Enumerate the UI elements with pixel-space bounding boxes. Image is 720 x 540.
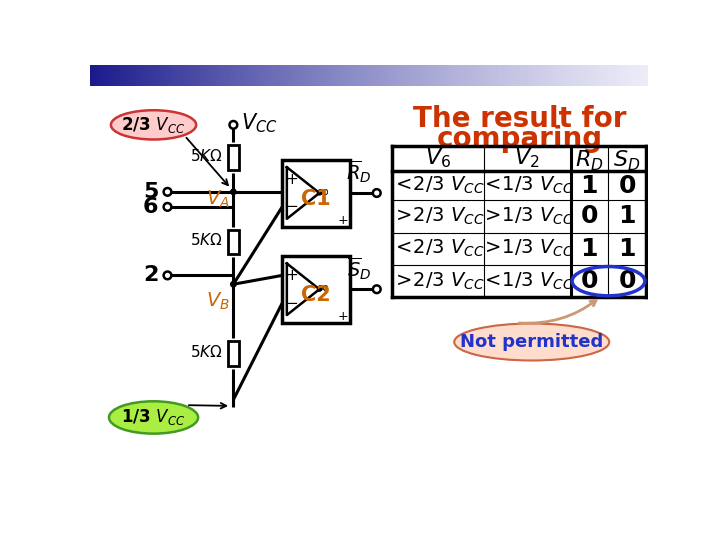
Text: 6: 6: [143, 197, 158, 217]
Text: 2: 2: [143, 265, 158, 286]
Text: $<\!2/3\ V_{CC}$: $<\!2/3\ V_{CC}$: [392, 175, 485, 197]
Bar: [228, 145, 239, 170]
Text: $5K\Omega$: $5K\Omega$: [189, 147, 222, 164]
Text: $\mathbf{1}$: $\mathbf{1}$: [618, 237, 636, 261]
Text: C2: C2: [301, 286, 330, 306]
Text: −: −: [285, 295, 298, 310]
Text: +: +: [285, 172, 298, 187]
Circle shape: [230, 189, 236, 194]
Text: 1/3 $V_{CC}$: 1/3 $V_{CC}$: [121, 408, 186, 428]
Text: $<\!1/3\ V_{CC}$: $<\!1/3\ V_{CC}$: [481, 175, 574, 197]
Circle shape: [230, 281, 236, 287]
Circle shape: [373, 286, 381, 293]
Text: C1: C1: [301, 189, 330, 209]
Text: +: +: [338, 310, 348, 323]
Text: $\overline{R}_D$: $\overline{R}_D$: [575, 144, 603, 173]
Ellipse shape: [109, 401, 198, 434]
Text: $>\!1/3\ V_{CC}$: $>\!1/3\ V_{CC}$: [481, 238, 574, 260]
Text: $\mathbf{0}$: $\mathbf{0}$: [618, 269, 636, 293]
Ellipse shape: [111, 110, 196, 139]
Circle shape: [163, 188, 171, 195]
Text: $V_6$: $V_6$: [425, 146, 451, 170]
Text: +: +: [285, 268, 298, 283]
Ellipse shape: [454, 323, 609, 361]
Text: $\overline{S}_D$: $\overline{S}_D$: [347, 255, 371, 281]
Text: +: +: [338, 214, 348, 227]
Circle shape: [163, 272, 171, 279]
Text: $\overline{S}_D$: $\overline{S}_D$: [613, 144, 641, 173]
Bar: [282, 159, 350, 226]
Text: 5: 5: [143, 182, 158, 202]
Circle shape: [163, 203, 171, 211]
Text: $5K\Omega$: $5K\Omega$: [189, 344, 222, 360]
Circle shape: [373, 189, 381, 197]
Text: $>\!2/3\ V_{CC}$: $>\!2/3\ V_{CC}$: [392, 206, 485, 227]
Text: $\infty$: $\infty$: [315, 278, 330, 296]
Text: $\mathbf{0}$: $\mathbf{0}$: [618, 174, 636, 198]
Text: $V_{CC}$: $V_{CC}$: [241, 112, 278, 135]
Text: $\mathbf{1}$: $\mathbf{1}$: [580, 174, 598, 198]
Text: $V_B$: $V_B$: [206, 291, 230, 312]
Circle shape: [318, 191, 321, 195]
Text: 2/3 $V_{CC}$: 2/3 $V_{CC}$: [121, 115, 186, 135]
Text: −: −: [285, 199, 298, 214]
Text: $\mathbf{0}$: $\mathbf{0}$: [580, 205, 598, 228]
Circle shape: [318, 287, 321, 291]
Text: $V_A$: $V_A$: [206, 188, 230, 210]
Bar: [228, 230, 239, 254]
Text: $\infty$: $\infty$: [315, 181, 330, 200]
Text: $V_2$: $V_2$: [514, 146, 540, 170]
Text: Not permitted: Not permitted: [460, 333, 603, 351]
Text: $\mathbf{0}$: $\mathbf{0}$: [580, 269, 598, 293]
Text: $\mathbf{1}$: $\mathbf{1}$: [580, 237, 598, 261]
Text: $>\!2/3\ V_{CC}$: $>\!2/3\ V_{CC}$: [392, 271, 485, 292]
Circle shape: [230, 121, 238, 129]
Text: $<\!2/3\ V_{CC}$: $<\!2/3\ V_{CC}$: [392, 238, 485, 260]
Text: $\mathbf{1}$: $\mathbf{1}$: [618, 205, 636, 228]
Text: $\overline{R}_D$: $\overline{R}_D$: [346, 159, 372, 185]
Text: The result for: The result for: [413, 105, 627, 133]
Text: comparing: comparing: [437, 125, 603, 153]
Bar: [282, 256, 350, 323]
Text: $>\!1/3\ V_{CC}$: $>\!1/3\ V_{CC}$: [481, 206, 574, 227]
Text: $5K\Omega$: $5K\Omega$: [189, 232, 222, 248]
Text: $<\!1/3\ V_{CC}$: $<\!1/3\ V_{CC}$: [481, 271, 574, 292]
Bar: [228, 341, 239, 366]
